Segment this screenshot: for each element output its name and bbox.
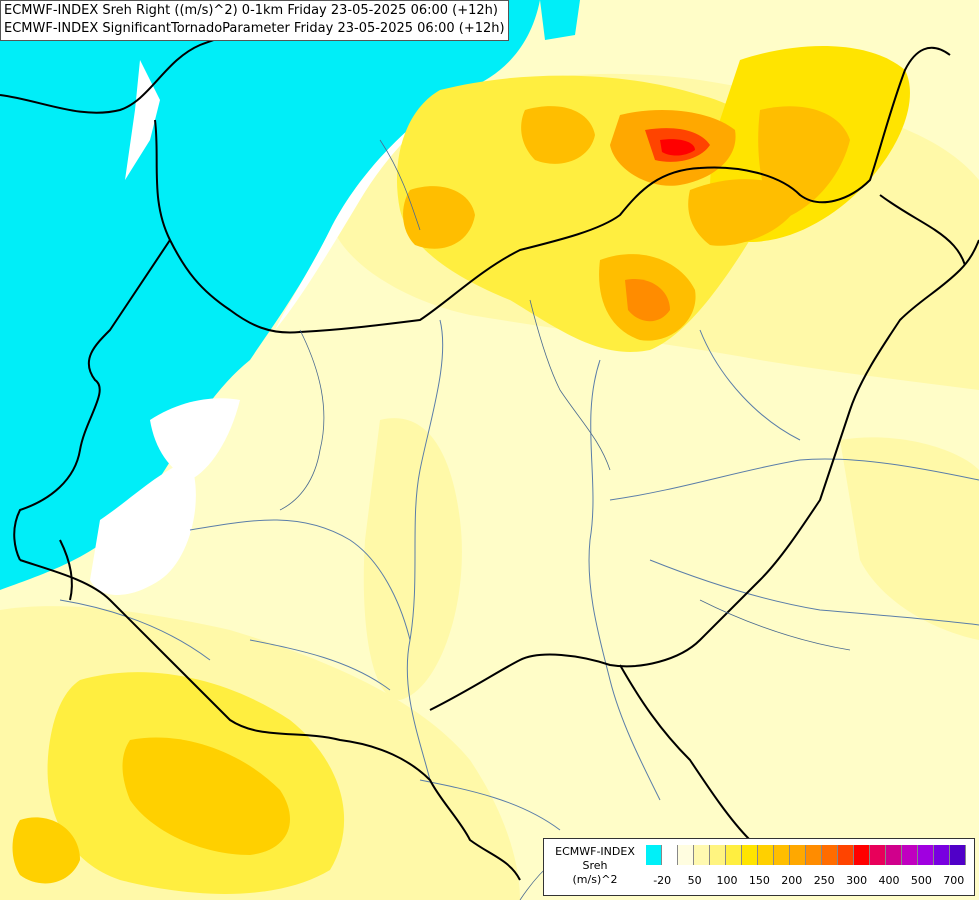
legend-swatch	[838, 845, 854, 865]
legend-swatch	[918, 845, 934, 865]
legend-swatch	[662, 845, 678, 865]
legend-swatch	[694, 845, 710, 865]
legend-scale: -20 50 100 150 200 250 300 400 500 700	[646, 845, 970, 889]
title-line-2: ECMWF-INDEX SignificantTornadoParameter …	[4, 21, 505, 36]
legend-swatch	[806, 845, 822, 865]
map-title: ECMWF-INDEX Sreh Right ((m/s)^2) 0-1km F…	[0, 0, 509, 41]
rivers	[59, 319, 979, 831]
legend-swatch	[742, 845, 758, 865]
legend-swatch	[678, 845, 694, 865]
legend-tick-label: 500	[910, 874, 932, 887]
sreh-field-negative	[0, 0, 580, 595]
legend-swatch	[870, 845, 886, 865]
legend-tick-label: 100	[716, 874, 738, 887]
legend-unit: (m/s)^2	[572, 873, 618, 886]
legend-tick-label: 200	[781, 874, 803, 887]
title-line-1: ECMWF-INDEX Sreh Right ((m/s)^2) 0-1km F…	[4, 3, 498, 18]
legend-tick-label: 300	[846, 874, 868, 887]
legend-tick-label: 400	[878, 874, 900, 887]
sreh-field-high	[12, 46, 910, 894]
legend-swatch	[774, 845, 790, 865]
legend-label: ECMWF-INDEX Sreh (m/s)^2	[546, 845, 644, 887]
legend-swatch	[726, 845, 742, 865]
legend-swatch	[886, 845, 902, 865]
legend-swatch	[934, 845, 950, 865]
legend-swatch	[758, 845, 774, 865]
legend-swatch	[822, 845, 838, 865]
color-legend: ECMWF-INDEX Sreh (m/s)^2 -20 50 100 150 200 2…	[543, 838, 975, 896]
country-borders	[0, 0, 979, 881]
legend-tick-label: 50	[687, 874, 702, 887]
legend-tick-label: -20	[653, 874, 672, 887]
legend-swatch	[854, 845, 870, 865]
legend-swatch	[950, 845, 966, 865]
legend-swatch	[646, 845, 662, 865]
legend-swatches	[646, 845, 966, 865]
legend-ticks: -20 50 100 150 200 250 300 400 500 700	[646, 874, 970, 888]
legend-swatch	[902, 845, 918, 865]
legend-tick-label: 150	[748, 874, 770, 887]
legend-model: ECMWF-INDEX	[555, 845, 635, 858]
legend-tick-label: 700	[943, 874, 965, 887]
legend-swatch	[710, 845, 726, 865]
legend-tick-label: 250	[813, 874, 835, 887]
legend-variable: Sreh	[582, 859, 608, 872]
legend-swatch	[790, 845, 806, 865]
admin-borders	[279, 139, 851, 900]
